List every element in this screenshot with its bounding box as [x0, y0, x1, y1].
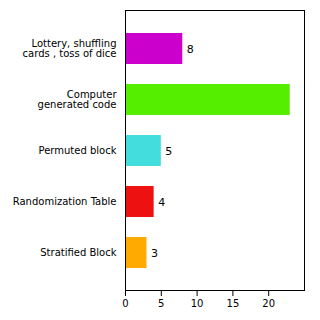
svg-text:0: 0	[122, 298, 128, 309]
svg-text:3: 3	[151, 247, 158, 260]
svg-text:Stratified Block: Stratified Block	[40, 247, 116, 258]
svg-text:5: 5	[158, 298, 164, 309]
svg-text:4: 4	[158, 196, 165, 209]
svg-text:Randomization Table: Randomization Table	[13, 196, 117, 207]
svg-text:Lottery, shufflingcards , toss: Lottery, shufflingcards , toss of dice	[23, 38, 117, 59]
svg-text:Computergenerated code: Computergenerated code	[38, 89, 118, 110]
svg-text:20: 20	[262, 298, 275, 309]
svg-text:Permuted block: Permuted block	[39, 145, 117, 156]
svg-text:8: 8	[187, 43, 194, 56]
svg-text:15: 15	[227, 298, 240, 309]
svg-text:10: 10	[191, 298, 204, 309]
svg-text:5: 5	[165, 145, 172, 158]
